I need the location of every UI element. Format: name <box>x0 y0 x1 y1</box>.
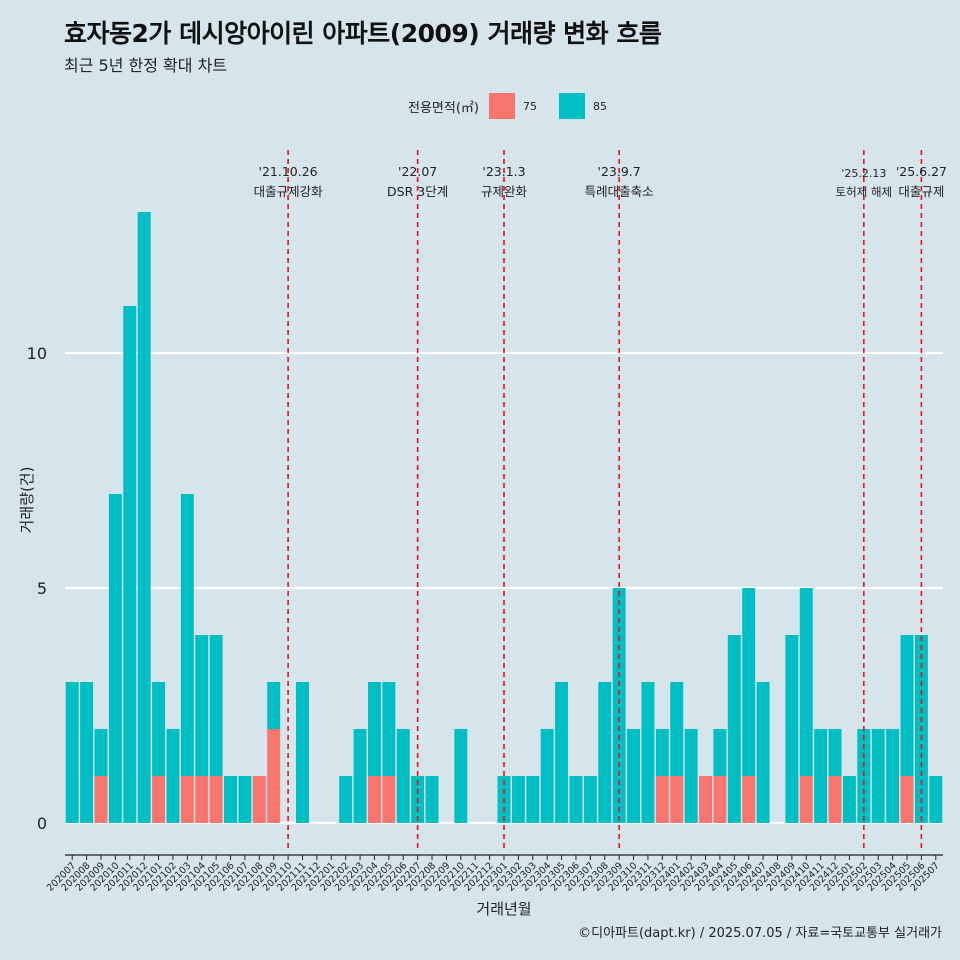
bar-202007-85 <box>65 682 79 823</box>
bar-202302-85 <box>511 776 525 823</box>
bar-202404-75 <box>713 776 727 823</box>
bar-202102-85 <box>166 729 180 823</box>
bar-202106-85 <box>224 776 238 823</box>
chart-subtitle: 최근 5년 한정 확대 차트 <box>64 56 228 75</box>
x-axis-title: 거래년월 <box>476 900 531 918</box>
legend-key-85 <box>558 93 585 119</box>
event-date-1: '22.07 <box>398 164 437 179</box>
event-date-5: '25.6.27 <box>896 164 947 179</box>
bar-202204-75 <box>367 776 381 823</box>
bar-202109-85 <box>267 682 281 729</box>
legend: 전용면적(㎡) 75 85 <box>408 93 629 119</box>
bar-202108-75 <box>252 776 266 823</box>
event-date-3: '23.9.7 <box>598 164 641 179</box>
bar-202304-85 <box>540 729 554 823</box>
bar-202411-85 <box>814 729 828 823</box>
event-date-0: '21.10.26 <box>259 164 318 179</box>
bar-202202-85 <box>339 776 353 823</box>
bar-202104-85 <box>195 635 209 776</box>
bar-202105-75 <box>209 776 223 823</box>
bar-202401-75 <box>670 776 684 823</box>
event-label-5: 대출규제 <box>898 184 944 199</box>
bar-202403-75 <box>699 776 712 823</box>
bar-202305-85 <box>555 682 569 823</box>
bar-202103-75 <box>180 776 194 823</box>
bar-202206-85 <box>396 729 410 823</box>
event-date-2: '23.1.3 <box>482 164 525 179</box>
bar-202307-85 <box>583 776 597 823</box>
bar-202312-85 <box>655 729 669 776</box>
bar-202401-85 <box>670 682 684 776</box>
bar-202010-85 <box>108 494 122 823</box>
bar-202507-85 <box>929 776 943 823</box>
event-label-3: 특례대출축소 <box>585 184 654 199</box>
bar-202101-75 <box>152 776 166 823</box>
legend-title: 전용면적(㎡) <box>408 100 479 116</box>
bar-202103-85 <box>180 494 194 776</box>
bar-202111-85 <box>296 682 309 823</box>
bar-202109-75 <box>267 729 281 823</box>
bar-202203-85 <box>353 729 367 823</box>
bar-202012-85 <box>137 212 151 823</box>
y-tick-label-5: 5 <box>37 579 47 598</box>
event-label-0: 대출규제강화 <box>254 184 324 199</box>
bar-202503-85 <box>871 729 885 823</box>
bar-202406-75 <box>742 776 756 823</box>
bar-202205-85 <box>382 682 396 776</box>
event-label-1: DSR 3단계 <box>387 184 448 199</box>
bar-202210-85 <box>454 729 468 823</box>
event-date-4: '25.2.13 <box>841 167 886 180</box>
bar-202009-75 <box>94 776 108 823</box>
y-tick-label-0: 0 <box>37 814 47 833</box>
bar-202505-75 <box>900 776 914 823</box>
bar-202104-75 <box>195 776 209 823</box>
bar-202406-85 <box>742 588 756 776</box>
bar-202505-85 <box>900 635 914 776</box>
bar-202409-85 <box>785 635 799 823</box>
chart-title: 효자동2가 데시앙아이린 아파트(2009) 거래량 변화 흐름 <box>64 19 662 48</box>
bar-202404-85 <box>713 729 727 776</box>
y-axis-title: 거래량(건) <box>18 467 36 534</box>
bar-202405-85 <box>727 635 741 823</box>
event-label-4: 토허제 해제 <box>836 185 893 199</box>
bar-202011-85 <box>123 306 137 823</box>
caption: ©디아파트(dapt.kr) / 2025.07.05 / 자료=국토교통부 실… <box>578 926 942 941</box>
bar-202107-85 <box>238 776 252 823</box>
bar-202402-85 <box>684 729 698 823</box>
legend-label-85: 85 <box>592 99 607 113</box>
bar-202412-75 <box>828 776 842 823</box>
bar-202303-85 <box>526 776 540 823</box>
bar-202009-85 <box>94 729 108 776</box>
bar-202204-85 <box>367 682 381 776</box>
bar-202205-75 <box>382 776 396 823</box>
bar-202312-75 <box>655 776 669 823</box>
bar-202410-85 <box>799 588 813 776</box>
bar-202105-85 <box>209 635 223 776</box>
bar-202008-85 <box>80 682 94 823</box>
bar-202310-85 <box>627 729 641 823</box>
bar-202501-85 <box>842 776 856 823</box>
bar-202407-85 <box>756 682 770 823</box>
bar-202306-85 <box>569 776 583 823</box>
y-tick-label-10: 10 <box>27 344 47 363</box>
legend-label-75: 75 <box>522 99 537 113</box>
legend-key-75 <box>488 93 515 119</box>
bar-202504-85 <box>886 729 900 823</box>
bar-202412-85 <box>828 729 842 776</box>
bar-202410-75 <box>799 776 813 823</box>
bar-202101-85 <box>152 682 166 776</box>
bar-202308-85 <box>598 682 612 823</box>
bar-202311-85 <box>641 682 655 823</box>
bar-202309-85 <box>612 588 626 823</box>
event-label-2: 규제완화 <box>481 184 528 199</box>
bar-202208-85 <box>425 776 439 823</box>
